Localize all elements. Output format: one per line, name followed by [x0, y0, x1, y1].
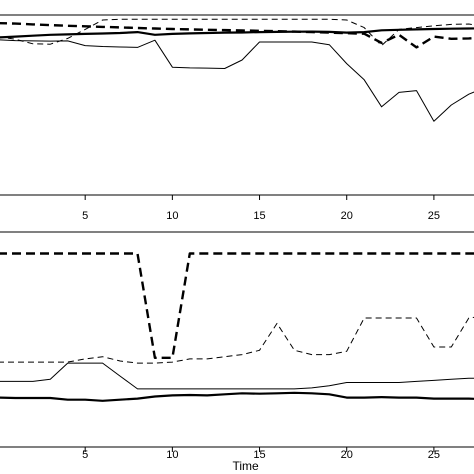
series-line-thin-solid: [0, 39, 474, 122]
series-line-thick-solid: [0, 27, 474, 39]
x-tick-label: 10: [166, 210, 178, 222]
x-tick-label: 15: [253, 449, 265, 461]
series-line-thick-solid: [0, 391, 474, 402]
bottom-x-ticks: 5 10 15 20 25: [82, 447, 440, 461]
x-axis-label: Time: [232, 459, 259, 473]
top-x-ticks: 5 10 15 20 25: [82, 195, 440, 222]
series-line-thin-dashed: [0, 316, 474, 364]
series-line-thick-dashed: [0, 21, 474, 49]
series-line-thick-dashed: [0, 252, 474, 359]
x-tick-label: 5: [82, 449, 88, 461]
top-panel: 5 10 15 20 25: [0, 14, 474, 222]
x-tick-label: 5: [82, 210, 88, 222]
bottom-panel: 5 10 15 20 25: [0, 231, 474, 461]
x-tick-label: 10: [166, 449, 178, 461]
x-tick-label: 20: [341, 210, 353, 222]
series-line-thin-dashed: [0, 18, 474, 47]
top-series-lines: [0, 18, 474, 122]
series-line-thin-solid: [0, 362, 474, 390]
x-tick-label: 25: [428, 449, 440, 461]
x-tick-label: 25: [428, 210, 440, 222]
bottom-series-lines: [0, 252, 474, 402]
x-tick-label: 15: [253, 210, 265, 222]
bottom-plot-frame: [0, 231, 474, 448]
top-plot-frame: [0, 14, 474, 196]
x-tick-label: 20: [341, 449, 353, 461]
